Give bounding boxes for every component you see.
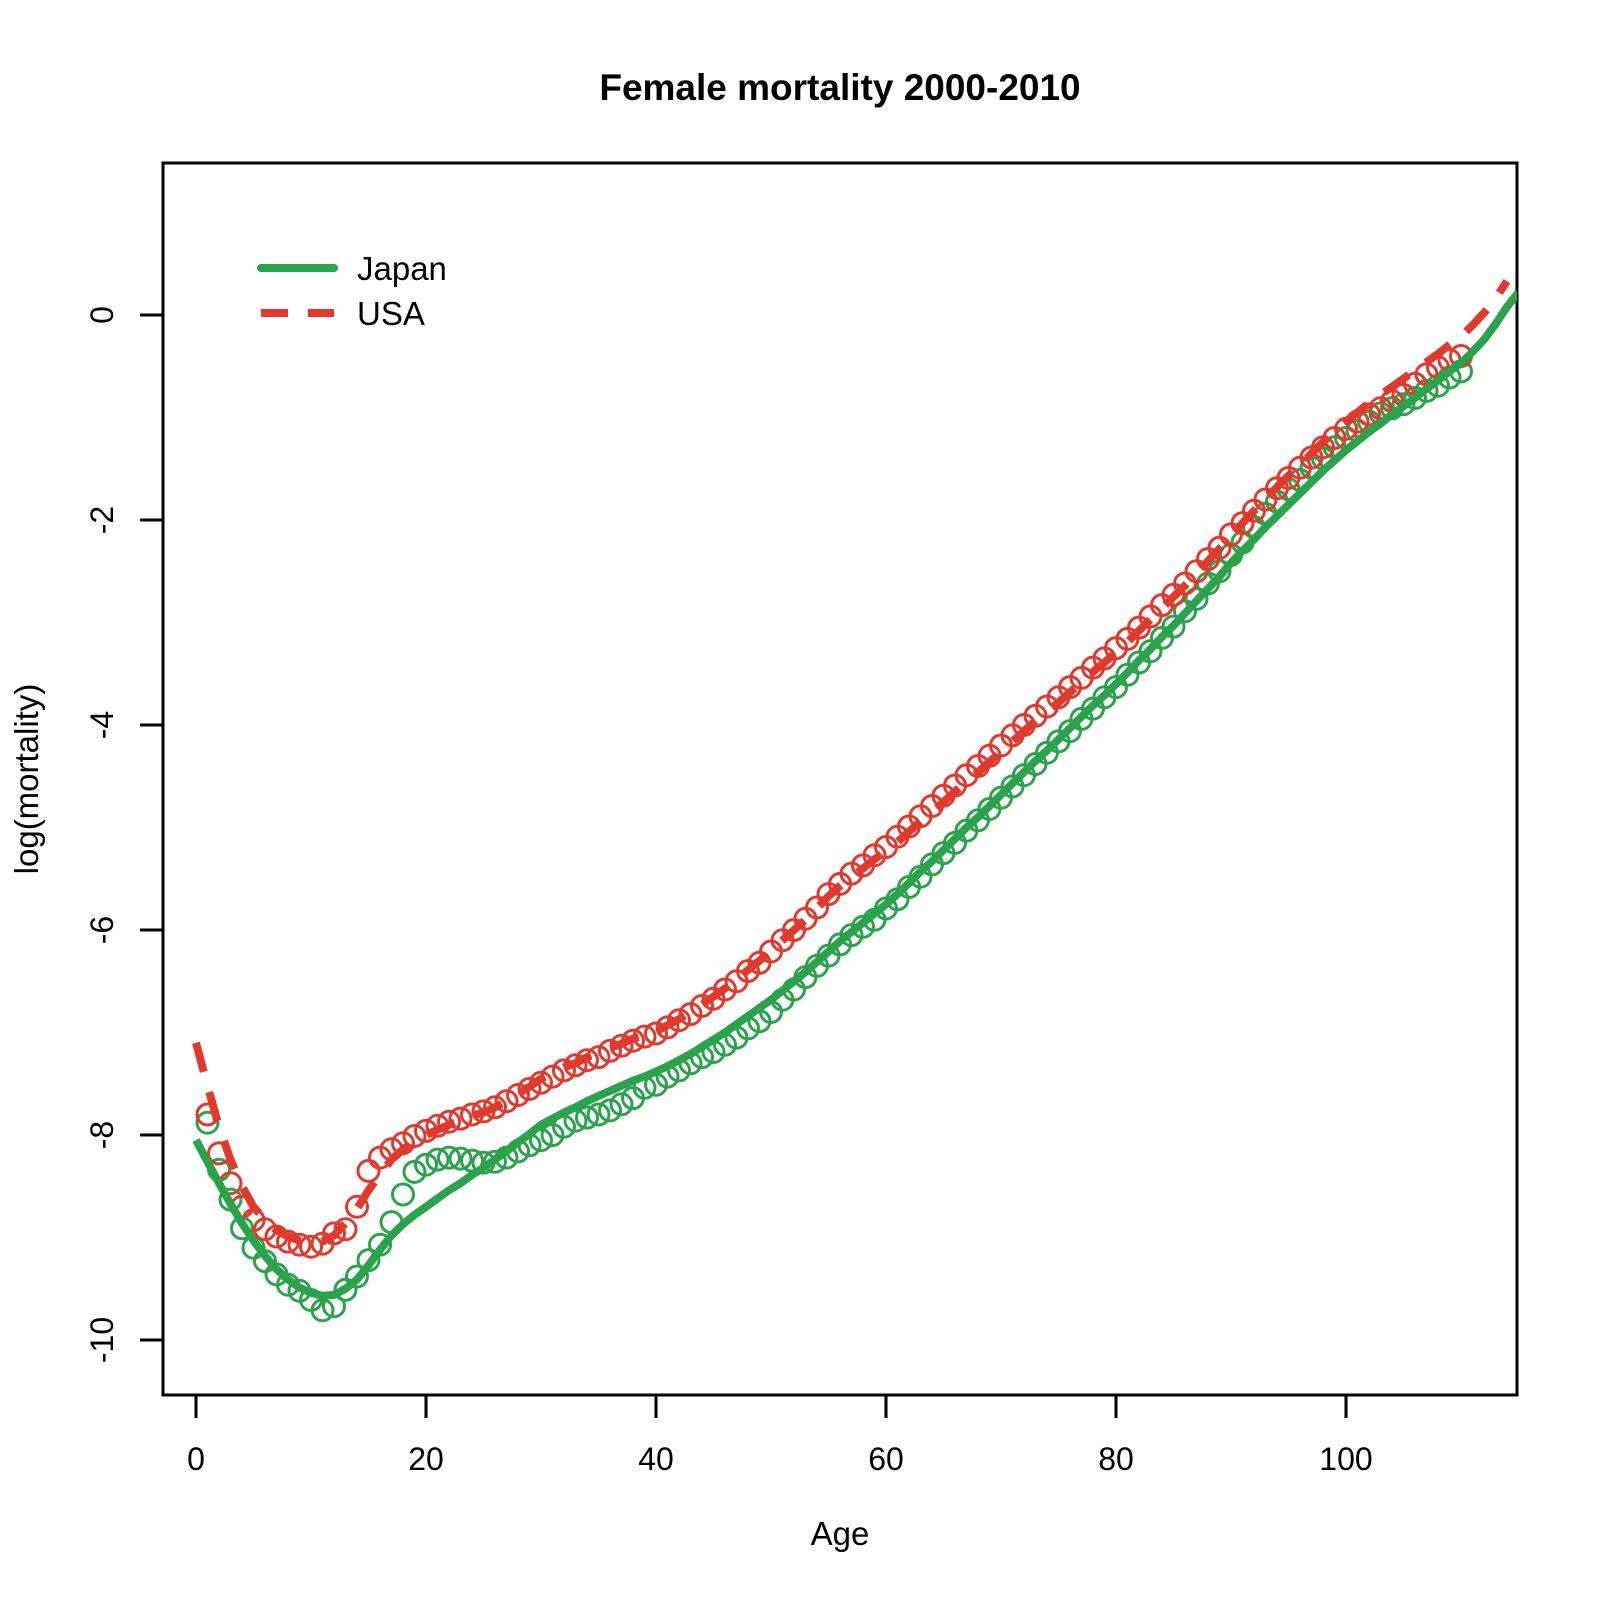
japan-point <box>1161 614 1186 639</box>
x-axis-title: Age <box>811 1515 870 1552</box>
japan-point <box>1184 586 1209 611</box>
japan-point <box>586 1102 611 1127</box>
japan-points <box>195 359 1473 1323</box>
x-tick-label: 40 <box>638 1441 674 1477</box>
y-tick-label: -10 <box>84 1317 120 1363</box>
x-tick-label: 60 <box>868 1441 904 1477</box>
japan-point <box>345 1264 369 1289</box>
japan-point <box>609 1092 634 1117</box>
legend: Japan USA <box>257 250 447 332</box>
japan-point <box>575 1105 599 1130</box>
japan-point <box>414 1152 438 1177</box>
usa-point <box>356 1158 381 1183</box>
japan-point <box>425 1147 450 1172</box>
usa-point <box>644 1021 668 1046</box>
legend-usa-label: USA <box>357 295 425 332</box>
chart-title: Female mortality 2000-2010 <box>599 67 1080 108</box>
usa-point <box>667 1008 691 1033</box>
usa-smooth-line <box>192 278 1511 1247</box>
y-tick-label: -8 <box>84 1121 120 1149</box>
usa-point <box>494 1089 519 1114</box>
legend-japan-label: Japan <box>357 250 447 287</box>
x-tick-label: 20 <box>408 1441 444 1477</box>
usa-point <box>506 1083 530 1107</box>
japan-point <box>1391 392 1416 417</box>
plot-border <box>161 161 1519 1397</box>
japan-point <box>391 1182 415 1207</box>
x-tick-label: 100 <box>1319 1441 1372 1477</box>
x-axis-ticks: 0 20 40 60 80 100 <box>187 1395 1373 1477</box>
japan-point <box>195 1110 220 1135</box>
usa-point <box>483 1095 507 1120</box>
usa-point <box>345 1194 369 1219</box>
x-tick-label: 0 <box>187 1441 205 1477</box>
japan-point <box>598 1098 622 1123</box>
japan-point <box>483 1149 507 1174</box>
y-tick-label: 0 <box>84 306 120 324</box>
y-axis-title: log(mortality) <box>8 684 45 875</box>
usa-point <box>402 1124 427 1148</box>
usa-point <box>322 1221 346 1246</box>
y-axis-ticks: 0 -2 -4 -6 -8 -10 <box>84 306 163 1363</box>
usa-point <box>448 1106 473 1131</box>
y-tick-label: -6 <box>84 916 120 944</box>
usa-point <box>437 1109 461 1134</box>
japan-smooth-line <box>192 289 1517 1300</box>
usa-point <box>299 1234 323 1259</box>
usa-point <box>598 1038 622 1063</box>
usa-point <box>287 1232 312 1257</box>
japan-point <box>437 1145 461 1170</box>
x-tick-label: 80 <box>1098 1441 1134 1477</box>
y-tick-label: -2 <box>84 506 120 534</box>
usa-point <box>552 1058 576 1083</box>
y-tick-label: -4 <box>84 711 120 739</box>
series-layer <box>192 278 1517 1323</box>
japan-point <box>448 1146 473 1171</box>
